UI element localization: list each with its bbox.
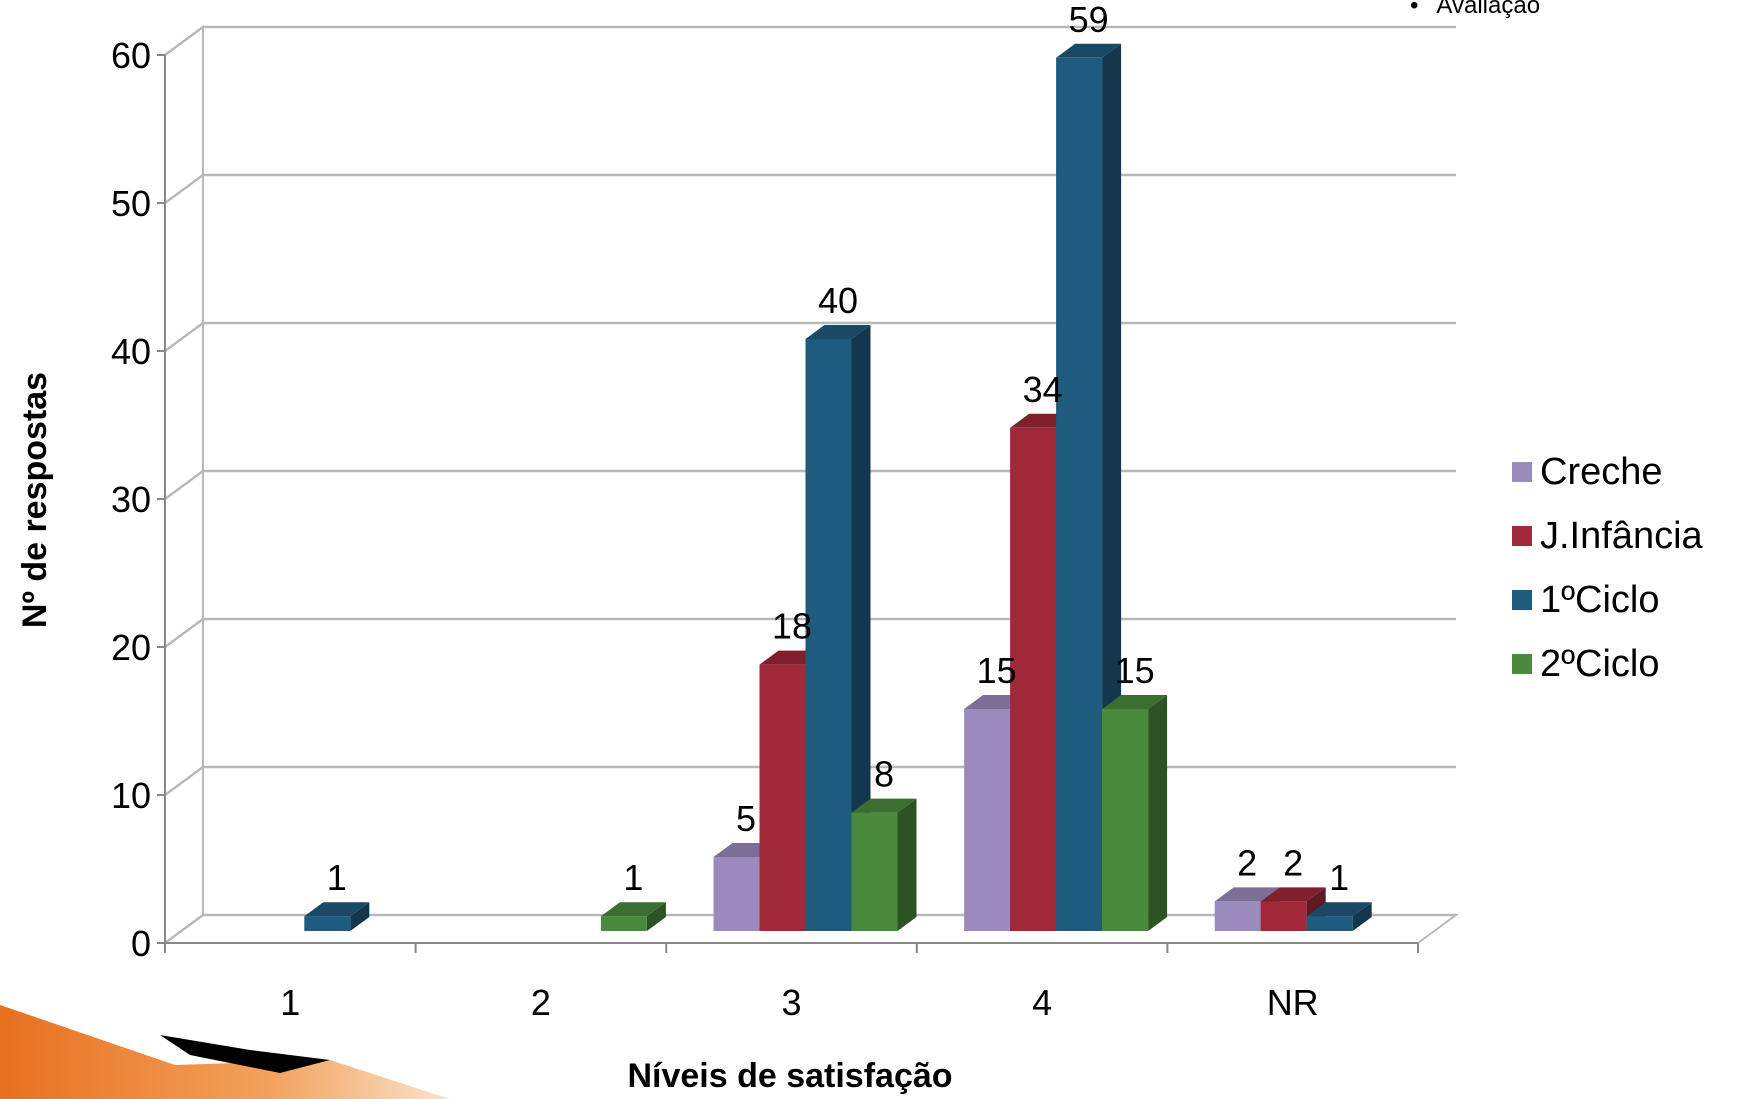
legend-item: 1ºCiclo [1512,568,1703,632]
data-label: 2 [1283,842,1303,883]
bar [1056,43,1122,932]
bar [1306,902,1372,931]
data-label: 15 [1115,650,1155,691]
x-tick-label: 1 [280,982,300,1023]
top-note-text: Avaliação [1436,0,1541,19]
data-label: 1 [1329,857,1349,898]
legend-label: Creche [1540,450,1663,493]
data-label: 1 [327,857,347,898]
legend-swatch [1512,462,1532,482]
legend-item: J.Infância [1512,504,1703,568]
bar [851,798,917,931]
y-tick-label: 30 [111,479,151,520]
data-label: 2 [1237,842,1257,883]
y-tick-label: 10 [111,775,151,816]
data-label: 15 [977,650,1017,691]
data-label: 34 [1023,369,1063,410]
gridline [164,25,1456,57]
legend: Creche J.Infância 1ºCiclo 2ºCiclo [1512,440,1703,696]
y-axis: 0 10 20 30 40 50 60 [111,35,166,964]
bar [805,325,871,931]
legend-label: 1ºCiclo [1540,578,1660,621]
x-axis-title: Níveis de satisfação [627,1057,952,1095]
bar [600,902,666,931]
legend-swatch [1512,654,1532,674]
legend-swatch [1512,590,1532,610]
y-tick-label: 20 [111,627,151,668]
x-tick-label: NR [1267,982,1319,1023]
legend-item: Creche [1512,440,1703,504]
y-axis-title: Nº de respostas [16,372,54,628]
data-label: 5 [736,798,756,839]
legend-swatch [1512,526,1532,546]
data-label: 40 [818,280,858,321]
data-label: 59 [1069,0,1109,40]
legend-label: J.Infância [1540,514,1703,557]
bar [1102,695,1168,931]
decorative-arrow [0,1005,450,1099]
data-label: 8 [874,754,894,795]
legend-item: 2ºCiclo [1512,632,1703,696]
y-tick-label: 40 [111,331,151,372]
data-label: 1 [623,857,643,898]
data-label: 18 [772,606,812,647]
x-tick-label: 2 [531,982,551,1023]
y-tick-label: 60 [111,35,151,76]
bullet-icon: • [1410,0,1419,19]
x-axis: 1 2 3 4 NR [164,942,1419,1023]
legend-label: 2ºCiclo [1540,642,1660,685]
x-tick-label: 4 [1032,982,1052,1023]
bar [304,902,370,931]
gridline [164,321,1456,353]
top-note: • Avaliação [1410,0,1540,20]
y-tick-label: 50 [111,183,151,224]
bars [304,43,1372,932]
gridline [164,173,1456,205]
y-tick-label: 0 [131,923,151,964]
x-tick-label: 3 [781,982,801,1023]
